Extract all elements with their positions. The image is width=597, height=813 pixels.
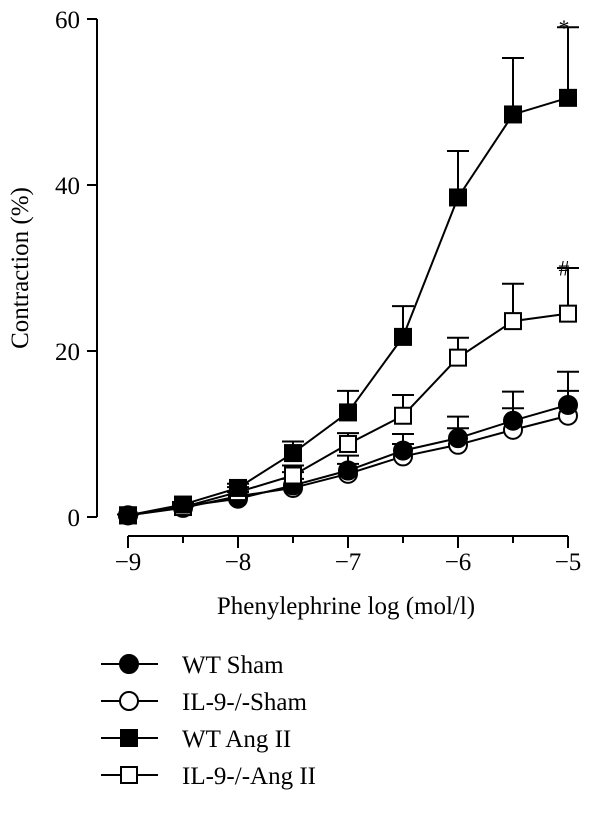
legend-item: WT Ang II: [101, 726, 291, 753]
y-tick-label: 40: [55, 173, 80, 200]
legend-label: WT Sham: [182, 652, 284, 679]
data-point: [394, 327, 412, 346]
data-point: [449, 188, 467, 207]
x-tick-label: −5: [555, 549, 582, 576]
data-point: [504, 312, 522, 331]
data-point: [229, 478, 247, 497]
y-axis-label: Contraction (%): [7, 187, 34, 349]
data-point: [339, 434, 357, 453]
x-tick-label: −6: [445, 549, 472, 576]
x-tick-label: −9: [115, 549, 142, 576]
chart-annotations: *#: [559, 15, 570, 281]
data-point: [559, 304, 577, 323]
data-point: [504, 105, 522, 124]
y-tick-label: 20: [55, 339, 80, 366]
legend-label: IL-9-/-Sham: [182, 689, 308, 716]
x-axis-label: Phenylephrine log (mol/l): [217, 593, 475, 620]
legend-marker: [120, 766, 138, 784]
legend-label: IL-9-/-Ang II: [182, 763, 316, 790]
data-point: [559, 88, 577, 107]
y-tick-label: 0: [68, 505, 81, 532]
legend-label: WT Ang II: [182, 726, 291, 753]
legend-marker: [119, 691, 139, 711]
chart-legend: WT Sham IL-9-/-Sham WT Ang II IL-9-/-Ang II: [101, 652, 316, 790]
x-tick-label: −8: [225, 549, 252, 576]
data-point: [119, 506, 137, 525]
data-point: [448, 428, 468, 449]
legend-item: IL-9-/-Sham: [101, 689, 308, 716]
significance-marker: #: [559, 256, 570, 281]
data-point: [339, 403, 357, 422]
significance-marker: *: [559, 15, 570, 40]
legend-item: IL-9-/-Ang II: [101, 763, 316, 790]
chart-series-layer: [117, 26, 579, 526]
data-point: [449, 348, 467, 367]
data-point: [338, 460, 358, 481]
legend-marker: [120, 729, 138, 747]
data-point: [284, 466, 302, 485]
data-point: [393, 440, 413, 461]
data-point: [558, 394, 578, 415]
series-wt-ang-ii: [117, 26, 579, 525]
chart-axes: 0 20 40 60 −9 −8 −7 −6 −5: [55, 7, 581, 576]
x-tick-label: −7: [335, 549, 362, 576]
y-tick-label: 60: [55, 7, 80, 34]
data-point: [174, 495, 192, 514]
data-point: [503, 410, 523, 431]
data-point: [284, 444, 302, 463]
data-point: [394, 406, 412, 425]
legend-marker: [119, 654, 139, 674]
legend-item: WT Sham: [101, 652, 284, 679]
